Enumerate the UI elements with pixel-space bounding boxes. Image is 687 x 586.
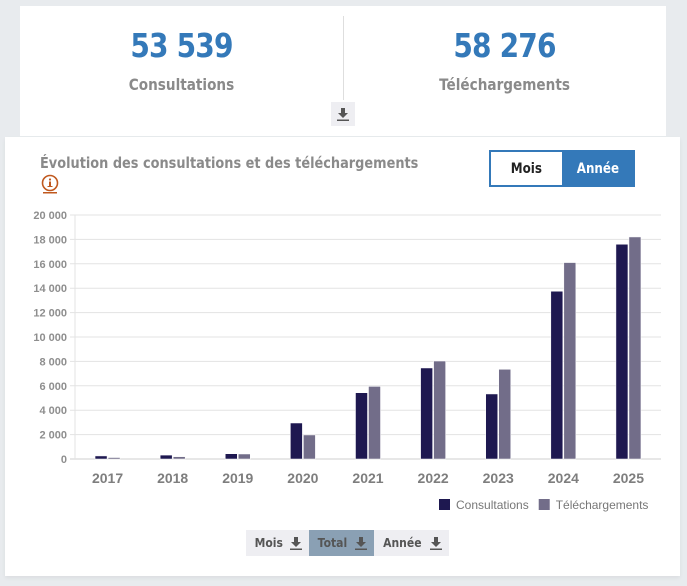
x-axis-labels: 2017 2018 2019 2020 2021 2022 2023 2024 2025 — [92, 470, 644, 486]
download-icon — [355, 536, 368, 550]
bar-consultations-2025[interactable] — [615, 244, 629, 460]
bar-telechargements-2018[interactable] — [172, 456, 186, 460]
bar-consultations-2020[interactable] — [290, 422, 303, 460]
consultations-value: 53 539 — [130, 26, 233, 65]
toggle-mois[interactable]: Mois — [491, 152, 562, 185]
x-tick-label: 2020 — [287, 470, 318, 486]
bar-consultations-2024[interactable] — [550, 291, 564, 460]
bar-telechargements-2024[interactable] — [563, 262, 577, 460]
consultations-label: Consultations — [128, 75, 235, 94]
bar-consultations-2021[interactable] — [355, 392, 368, 460]
legend-label[interactable]: Consultations — [456, 498, 529, 512]
bar-telechargements-2022[interactable] — [433, 360, 446, 460]
export-annee-label: Année — [383, 536, 422, 550]
toggle-mois-label: Mois — [510, 160, 543, 177]
x-tick-label: 2025 — [613, 470, 644, 486]
bar-telechargements-2020[interactable] — [303, 434, 316, 460]
export-mois-label: Mois — [254, 536, 283, 550]
toggle-annee-label: Année — [576, 160, 619, 177]
bar-telechargements-2017[interactable] — [107, 457, 121, 460]
bar-telechargements-2023[interactable] — [498, 369, 511, 460]
y-tick-label: 14 000 — [33, 283, 67, 295]
bar-consultations-2023[interactable] — [485, 393, 498, 460]
chart-card: Évolution des consultations et des téléc… — [5, 137, 680, 576]
y-tick-label: 10 000 — [33, 332, 67, 344]
bar-chart: 0 2 000 4 000 6 000 8 000 10 000 12 000 14 000 1… — [33, 210, 661, 512]
y-tick-label: 2 000 — [39, 430, 67, 442]
toggle-annee[interactable]: Année — [562, 152, 633, 185]
y-axis-ticks: 0 2 000 4 000 6 000 8 000 10 000 12 000 14 000 1… — [33, 210, 67, 466]
x-tick-label: 2024 — [548, 470, 579, 486]
download-icon — [429, 536, 442, 550]
stats-download-button[interactable] — [331, 102, 355, 126]
y-tick-label: 16 000 — [33, 259, 67, 271]
bar-telechargements-2025[interactable] — [628, 236, 642, 460]
export-bar: Mois Total Année — [246, 530, 449, 556]
legend-swatch[interactable] — [439, 499, 450, 510]
downloads-label: Téléchargements — [439, 75, 570, 94]
bar-telechargements-2019[interactable] — [238, 453, 251, 460]
y-tick-label: 12 000 — [33, 308, 67, 320]
info-icon[interactable] — [40, 174, 60, 194]
period-toggle: Mois Année — [489, 150, 635, 187]
y-tick-label: 20 000 — [33, 210, 67, 222]
legend-swatch[interactable] — [538, 499, 550, 510]
legend: Consultations Téléchargements — [439, 498, 648, 512]
y-tick-label: 4 000 — [39, 405, 67, 417]
export-total-button[interactable]: Total — [309, 530, 375, 556]
bar-consultations-2018[interactable] — [159, 454, 173, 460]
export-annee-button[interactable]: Année — [374, 530, 449, 556]
downloads-stat: 58 276 Téléchargements — [343, 6, 666, 94]
x-tick-label: 2022 — [418, 470, 449, 486]
chart-title: Évolution des consultations et des téléc… — [40, 154, 419, 172]
stats-card: 53 539 Consultations 58 276 Téléchargeme… — [20, 6, 666, 136]
x-tick-label: 2017 — [92, 470, 123, 486]
y-tick-label: 18 000 — [33, 234, 67, 246]
bar-consultations-2022[interactable] — [420, 367, 433, 460]
export-total-label: Total — [318, 536, 348, 550]
downloads-value: 58 276 — [453, 26, 556, 65]
legend-label[interactable]: Téléchargements — [556, 498, 649, 512]
x-tick-label: 2018 — [157, 470, 188, 486]
download-icon — [290, 536, 303, 550]
bar-consultations-2019[interactable] — [225, 453, 238, 460]
stats-divider — [343, 16, 344, 100]
bar-consultations-2017[interactable] — [94, 455, 108, 460]
download-icon — [337, 107, 349, 121]
x-tick-label: 2019 — [222, 470, 253, 486]
y-tick-label: 6 000 — [39, 381, 67, 393]
consultations-stat: 53 539 Consultations — [20, 6, 343, 94]
y-tick-label: 0 — [61, 454, 67, 466]
export-mois-button[interactable]: Mois — [246, 530, 310, 556]
bar-telechargements-2021[interactable] — [368, 386, 381, 460]
bars — [94, 236, 642, 460]
y-tick-label: 8 000 — [39, 356, 67, 368]
x-tick-label: 2021 — [352, 470, 383, 486]
x-tick-label: 2023 — [483, 470, 514, 486]
